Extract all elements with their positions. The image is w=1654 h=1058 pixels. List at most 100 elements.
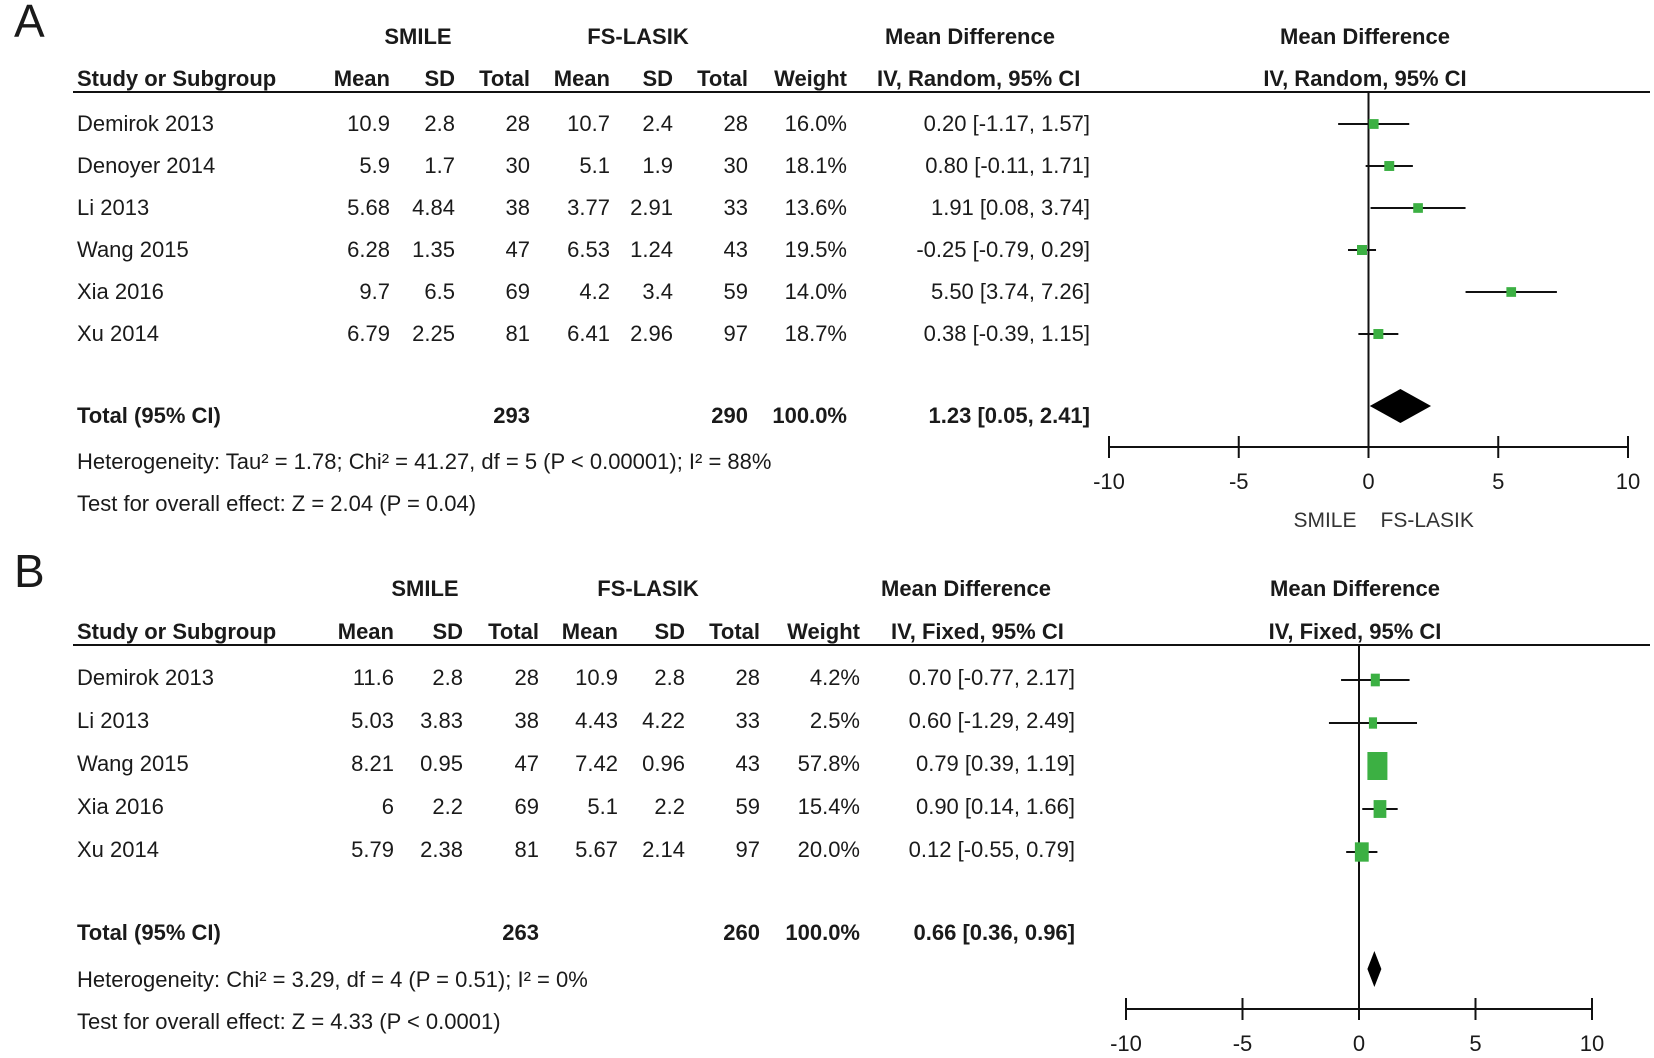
- weight: 15.4%: [797, 794, 860, 819]
- weight: 18.1%: [784, 153, 847, 178]
- effect-header: Mean Difference: [885, 24, 1055, 49]
- total-n1: 263: [502, 920, 539, 945]
- sd-2: 2.91: [630, 195, 673, 220]
- sd-1: 1.7: [424, 153, 455, 178]
- total-ci: 0.66 [0.36, 0.96]: [913, 920, 1075, 945]
- study-name: Li 2013: [77, 195, 150, 220]
- weight: 19.5%: [784, 237, 847, 262]
- point-estimate-square: [1368, 119, 1379, 129]
- sd-2: 4.22: [642, 708, 685, 733]
- total-1: 38: [514, 708, 539, 733]
- total-2: 59: [723, 279, 748, 304]
- x-tick-label: 0: [1362, 469, 1374, 494]
- weight: 20.0%: [797, 837, 860, 862]
- panel-label: A: [14, 0, 45, 47]
- effect-ci: 1.91 [0.08, 3.74]: [930, 195, 1090, 220]
- sd-1: 2.2: [432, 794, 463, 819]
- sd-2: 2.8: [654, 665, 685, 690]
- effect-ci: 0.12 [-0.55, 0.79]: [908, 837, 1075, 862]
- mean-2: 10.9: [575, 665, 618, 690]
- weight: 2.5%: [809, 708, 860, 733]
- point-estimate-square: [1373, 329, 1384, 339]
- mean-2: 10.7: [567, 111, 610, 136]
- study-name: Li 2013: [77, 708, 150, 733]
- weight: 4.2%: [809, 665, 860, 690]
- study-name: Demirok 2013: [77, 111, 214, 136]
- sd-1: 6.5: [424, 279, 455, 304]
- effect-ci: 0.79 [0.39, 1.19]: [915, 751, 1075, 776]
- total-1: 38: [505, 195, 530, 220]
- col-total-1: Total: [479, 66, 530, 91]
- mean-2: 4.2: [579, 279, 610, 304]
- total-2: 28: [723, 111, 748, 136]
- study-name: Xu 2014: [77, 837, 159, 862]
- favours-left-label: SMILE: [1293, 509, 1356, 532]
- sd-2: 2.4: [642, 111, 673, 136]
- sd-1: 2.38: [420, 837, 463, 862]
- col-weight: Weight: [774, 66, 847, 91]
- point-estimate-square: [1368, 717, 1378, 729]
- point-estimate-square: [1367, 752, 1388, 780]
- sd-1: 0.95: [420, 751, 463, 776]
- effect-ci: -0.25 [-0.79, 0.29]: [916, 237, 1090, 262]
- total-label: Total (95% CI): [77, 920, 221, 945]
- col-sd-1: SD: [432, 619, 463, 644]
- mean-2: 6.41: [567, 321, 610, 346]
- sd-1: 2.8: [424, 111, 455, 136]
- weight: 13.6%: [784, 195, 847, 220]
- favours-right-label: FS-LASIK: [1381, 509, 1474, 532]
- mean-1: 5.03: [351, 708, 394, 733]
- overall-effect-text: Test for overall effect: Z = 2.04 (P = 0…: [77, 491, 477, 516]
- study-name: Xia 2016: [77, 279, 164, 304]
- x-tick-label: 0: [1353, 1031, 1365, 1056]
- x-tick-label: 10: [1616, 469, 1640, 494]
- total-2: 33: [735, 708, 760, 733]
- group2-header: FS-LASIK: [597, 576, 699, 601]
- total-1: 81: [514, 837, 539, 862]
- total-2: 43: [735, 751, 760, 776]
- weight: 57.8%: [797, 751, 860, 776]
- x-tick-label: 5: [1492, 469, 1504, 494]
- heterogeneity-text: Heterogeneity: Tau² = 1.78; Chi² = 41.27…: [77, 449, 772, 474]
- x-tick-label: -5: [1229, 469, 1249, 494]
- col-total-2: Total: [697, 66, 748, 91]
- sd-1: 2.25: [412, 321, 455, 346]
- mean-2: 5.1: [579, 153, 610, 178]
- effect-ci: 0.70 [-0.77, 2.17]: [908, 665, 1075, 690]
- effect-ci: 0.90 [0.14, 1.66]: [915, 794, 1075, 819]
- col-sd-1: SD: [424, 66, 455, 91]
- sd-1: 3.83: [420, 708, 463, 733]
- sd-2: 3.4: [642, 279, 673, 304]
- panel-label: B: [14, 545, 45, 597]
- overall-effect-text: Test for overall effect: Z = 4.33 (P < 0…: [77, 1009, 501, 1034]
- mean-1: 6.28: [347, 237, 390, 262]
- plot-header: Mean Difference: [1280, 24, 1450, 49]
- col-weight: Weight: [787, 619, 860, 644]
- total-1: 28: [505, 111, 530, 136]
- mean-1: 11.6: [352, 665, 394, 690]
- sd-2: 2.14: [642, 837, 685, 862]
- study-name: Xia 2016: [77, 794, 164, 819]
- effect-ci: 5.50 [3.74, 7.26]: [930, 279, 1090, 304]
- total-1: 47: [505, 237, 530, 262]
- col-method: IV, Fixed, 95% CI: [891, 619, 1064, 644]
- weight: 18.7%: [784, 321, 847, 346]
- sd-2: 1.9: [642, 153, 673, 178]
- sd-2: 0.96: [642, 751, 685, 776]
- col-mean-2: Mean: [553, 66, 610, 91]
- point-estimate-square: [1354, 842, 1369, 862]
- effect-ci: 0.38 [-0.39, 1.15]: [923, 321, 1090, 346]
- col-mean-1: Mean: [337, 619, 394, 644]
- plot-method: IV, Fixed, 95% CI: [1268, 619, 1442, 644]
- mean-2: 3.77: [567, 195, 610, 220]
- total-2: 43: [723, 237, 748, 262]
- forest-plot-panel-b: B SMILE FS-LASIK Mean Difference Mean Di…: [0, 545, 1654, 1058]
- mean-1: 5.68: [347, 195, 390, 220]
- col-total-1: Total: [488, 619, 539, 644]
- total-n2: 290: [711, 403, 748, 428]
- study-name: Xu 2014: [77, 321, 159, 346]
- study-name: Wang 2015: [77, 751, 189, 776]
- mean-2: 5.67: [575, 837, 618, 862]
- weight: 16.0%: [784, 111, 847, 136]
